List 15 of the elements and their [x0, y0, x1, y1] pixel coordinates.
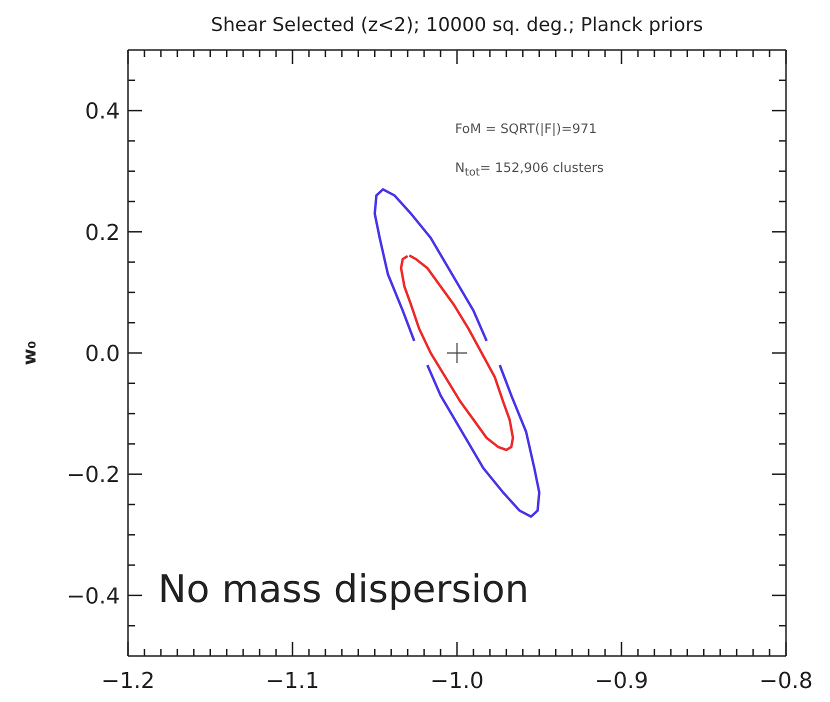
y-tick-label: 0.2: [85, 220, 120, 246]
x-tick-label: −1.1: [266, 669, 320, 694]
y-axis-title: w₀: [20, 340, 40, 366]
y-tick-label: −0.2: [66, 463, 120, 488]
chart-title: Shear Selected (z<2); 10000 sq. deg.; Planck priors: [210, 14, 704, 36]
x-tick-label: −1.2: [101, 669, 155, 694]
x-tick-label: −0.8: [759, 669, 813, 694]
y-tick-label: −0.4: [66, 584, 120, 610]
annotation: No mass dispersion: [158, 567, 530, 611]
y-tick-label: 0.4: [85, 100, 120, 125]
x-tick-label: −1.0: [430, 669, 484, 694]
x-tick-label: −0.9: [594, 669, 648, 694]
annotation: FoM = SQRT(|F|)=971: [455, 122, 597, 137]
y-tick-label: 0.0: [85, 342, 120, 367]
annotation: N$_{tot}$= 152,906 clusters: [455, 161, 604, 179]
